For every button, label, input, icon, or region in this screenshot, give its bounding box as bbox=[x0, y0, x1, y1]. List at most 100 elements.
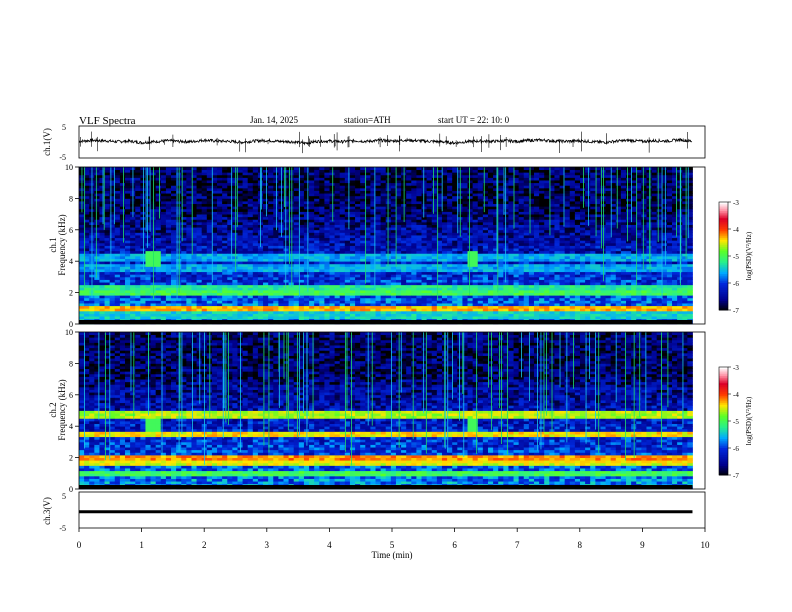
spectrogram-cell bbox=[375, 308, 382, 312]
spectrogram-cell bbox=[467, 232, 474, 236]
spectrogram-cell bbox=[99, 258, 105, 262]
spectrogram-cell bbox=[222, 297, 228, 301]
spectrogram-cell bbox=[472, 216, 479, 220]
spectrogram-cell bbox=[222, 229, 228, 233]
spectrogram-cell bbox=[401, 258, 407, 262]
spectrogram-cell bbox=[247, 185, 254, 189]
spectrogram-cell bbox=[130, 261, 136, 265]
spectrogram-cell bbox=[447, 305, 453, 309]
spectrogram-cell bbox=[94, 172, 100, 176]
spectrogram-cell bbox=[390, 242, 397, 246]
spectrogram-cell bbox=[482, 289, 489, 293]
spectrogram-cell bbox=[339, 253, 346, 257]
spectrogram-cell bbox=[334, 216, 341, 220]
spectrogram-cell bbox=[421, 308, 428, 312]
spectrogram-cell bbox=[186, 214, 192, 218]
spectrogram-cell bbox=[252, 271, 259, 275]
spectrogram-cell bbox=[395, 305, 402, 309]
spectrogram-cell bbox=[349, 279, 356, 283]
spectrogram-cell bbox=[171, 229, 177, 233]
spectrogram-cell bbox=[303, 316, 310, 320]
spectrogram-cell bbox=[462, 266, 468, 270]
spectrogram-cell bbox=[186, 198, 192, 202]
spectrogram-cell bbox=[242, 232, 249, 236]
spectrogram-cell bbox=[349, 174, 356, 178]
spectrogram-cell bbox=[160, 266, 167, 270]
spectrogram-cell bbox=[375, 237, 382, 241]
spectrogram-cell bbox=[222, 245, 228, 249]
spectrogram-cell bbox=[252, 237, 259, 241]
spectrogram-cell bbox=[421, 206, 428, 210]
spectrogram-cell bbox=[324, 187, 330, 191]
spectrogram-cell bbox=[155, 248, 162, 252]
spectrogram-cell bbox=[421, 167, 428, 171]
spectrogram-cell bbox=[268, 289, 274, 293]
spectrogram-cell bbox=[211, 276, 218, 280]
spectrogram-cell bbox=[181, 276, 187, 280]
spectrogram-cell bbox=[447, 263, 453, 267]
spectrogram-cell bbox=[201, 193, 208, 197]
spectrogram-cell bbox=[191, 172, 197, 176]
spectrogram-cell bbox=[370, 185, 376, 189]
spectrogram-cell bbox=[421, 177, 428, 181]
spectrogram-cell bbox=[319, 266, 325, 270]
spectrogram-cell bbox=[339, 180, 346, 184]
spectrogram-cell bbox=[293, 310, 300, 314]
spectrogram-cell bbox=[355, 284, 361, 288]
spectrogram-cell bbox=[181, 172, 187, 176]
spectrogram-cell bbox=[401, 253, 407, 257]
spectrogram-cell bbox=[211, 292, 218, 296]
spectrogram-cell bbox=[160, 276, 167, 280]
spectrogram-cell bbox=[339, 279, 346, 283]
spectrogram-cell bbox=[487, 229, 494, 233]
spectrogram-cell bbox=[436, 297, 443, 301]
spectrogram-cell bbox=[447, 274, 453, 278]
spectrogram-cell bbox=[206, 177, 213, 181]
spectrogram-cell bbox=[314, 232, 320, 236]
spectrogram-cell bbox=[441, 193, 448, 197]
spectrogram-cell bbox=[114, 174, 121, 178]
spectrogram-cell bbox=[135, 214, 141, 218]
spectrogram-cell bbox=[309, 224, 315, 228]
spectrogram-cell bbox=[416, 174, 422, 178]
spectrogram-cell bbox=[104, 187, 111, 191]
spectrogram-cell bbox=[411, 308, 417, 312]
spectrogram-cell bbox=[201, 305, 208, 309]
spectrogram-cell bbox=[426, 221, 433, 225]
spectrogram-cell bbox=[416, 193, 422, 197]
spectrogram-cell bbox=[467, 167, 474, 171]
spectrogram-cell bbox=[482, 180, 489, 184]
spectrogram-cell bbox=[222, 221, 228, 225]
spectrogram-cell bbox=[370, 261, 376, 265]
spectrogram-cell bbox=[211, 224, 218, 228]
spectrogram-cell bbox=[385, 289, 392, 293]
spectrogram-cell bbox=[360, 274, 366, 278]
spectrogram-cell bbox=[314, 172, 320, 176]
spectrogram-cell bbox=[222, 185, 228, 189]
spectrogram-cell bbox=[493, 169, 499, 173]
spectrogram-cell bbox=[406, 187, 412, 191]
spectrogram-cell bbox=[334, 201, 341, 205]
spectrogram-cell bbox=[309, 258, 315, 262]
spectrogram-cell bbox=[181, 193, 187, 197]
spectrogram-cell bbox=[365, 187, 371, 191]
spectrogram-cell bbox=[145, 198, 151, 202]
spectrogram-cell bbox=[319, 308, 325, 312]
spectrogram-cell bbox=[309, 297, 315, 301]
spectrogram-cell bbox=[355, 193, 361, 197]
spectrogram-cell bbox=[493, 229, 499, 233]
spectrogram-cell bbox=[309, 292, 315, 296]
spectrogram-cell bbox=[406, 208, 412, 212]
spectrogram-cell bbox=[196, 250, 203, 254]
spectrogram-cell bbox=[109, 169, 116, 173]
spectrogram-cell bbox=[416, 203, 422, 207]
spectrogram-cell bbox=[324, 279, 330, 283]
spectrogram-cell bbox=[196, 287, 203, 291]
spectrogram-cell bbox=[160, 269, 167, 273]
spectrogram-cell bbox=[441, 190, 448, 194]
spectrogram-cell bbox=[395, 263, 402, 267]
spectrogram-cell bbox=[140, 300, 146, 304]
spectrogram-cell bbox=[339, 300, 346, 304]
spectrogram-cell bbox=[493, 310, 499, 314]
spectrogram-cell bbox=[298, 242, 305, 246]
